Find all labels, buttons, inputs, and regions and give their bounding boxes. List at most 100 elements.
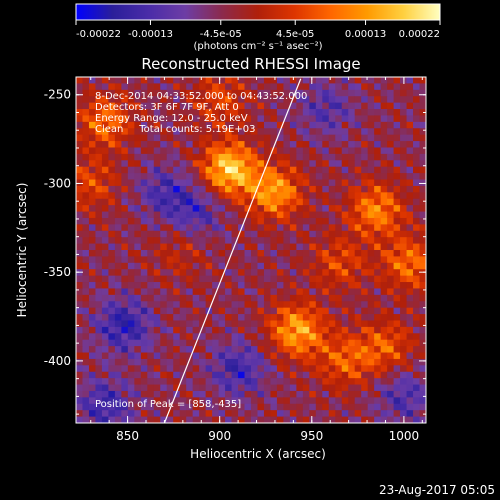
heatmap-cell [348, 121, 356, 129]
heatmap-cell [257, 173, 265, 181]
heatmap-cell [76, 77, 83, 84]
heatmap-cell [121, 326, 129, 334]
heatmap-cell [186, 185, 194, 193]
heatmap-cell [251, 141, 258, 148]
heatmap-cell [134, 384, 142, 392]
heatmap-cell [283, 250, 291, 257]
heatmap-cell [393, 365, 401, 373]
heatmap-cell [212, 410, 220, 418]
heatmap-cell [341, 390, 349, 398]
heatmap-cell [328, 160, 336, 168]
heatmap-cell [289, 390, 297, 398]
heatmap-cell [186, 237, 194, 245]
heatmap-cell [257, 410, 265, 418]
heatmap-cell [263, 115, 271, 123]
heatmap-cell [367, 403, 375, 411]
heatmap-cell [134, 109, 142, 116]
heatmap-cell [199, 141, 207, 148]
heatmap-cell [231, 217, 239, 225]
heatmap-cell [121, 96, 129, 104]
heatmap-cell [419, 410, 426, 418]
heatmap-cell [251, 397, 258, 405]
heatmap-cell [82, 89, 90, 97]
heatmap-cell [199, 397, 207, 405]
heatmap-cell [88, 416, 96, 423]
heatmap-cell [179, 352, 187, 360]
heatmap-cell [179, 185, 187, 193]
heatmap-cell [406, 282, 414, 289]
heatmap-cell [95, 77, 103, 84]
heatmap-cell [244, 237, 252, 245]
heatmap-cell [140, 89, 148, 97]
heatmap-cell [302, 410, 310, 418]
heatmap-cell [140, 102, 148, 110]
heatmap-cell [153, 96, 161, 104]
heatmap-cell [192, 160, 200, 168]
heatmap-cell [186, 320, 194, 328]
heatmap-cell [76, 211, 83, 219]
heatmap-cell [348, 192, 356, 200]
heatmap-cell [212, 314, 220, 321]
heatmap-cell [400, 365, 408, 373]
heatmap-cell [238, 185, 246, 193]
heatmap-cell [413, 77, 421, 84]
heatmap-cell [257, 326, 265, 334]
heatmap-cell [309, 346, 317, 354]
heatmap-cell [127, 102, 135, 110]
heatmap-cell [134, 77, 142, 84]
heatmap-cell [231, 390, 239, 398]
heatmap-cell [289, 378, 297, 386]
heatmap-cell [231, 83, 239, 91]
heatmap-cell [147, 314, 155, 321]
heatmap-cell [348, 198, 356, 206]
heatmap-cell [212, 333, 220, 341]
heatmap-cell [283, 301, 291, 309]
heatmap-cell [309, 173, 317, 181]
heatmap-cell [160, 211, 168, 219]
heatmap-cell [173, 109, 181, 116]
heatmap-cell [309, 416, 317, 423]
heatmap-cell [88, 282, 96, 289]
heatmap-cell [186, 339, 194, 347]
heatmap-cell [283, 243, 291, 251]
heatmap-cell [179, 160, 187, 168]
heatmap-cell [179, 288, 187, 296]
heatmap-cell [212, 160, 220, 168]
heatmap-cell [328, 269, 336, 277]
heatmap-cell [231, 314, 239, 321]
heatmap-cell [147, 147, 155, 155]
heatmap-cell [114, 153, 122, 161]
heatmap-cell [374, 89, 382, 97]
heatmap-cell [335, 205, 343, 213]
heatmap-cell [82, 256, 90, 264]
heatmap-cell [367, 294, 375, 302]
heatmap-cell [309, 256, 317, 264]
heatmap-cell [95, 403, 103, 411]
heatmap-cell [147, 121, 155, 129]
heatmap-cell [166, 397, 174, 405]
heatmap-cell [296, 333, 304, 341]
heatmap-cell [335, 333, 343, 341]
heatmap-cell [121, 269, 129, 277]
heatmap-cell [160, 141, 168, 148]
heatmap-cell [95, 173, 103, 181]
heatmap-cell [354, 358, 362, 366]
heatmap-cell [302, 282, 310, 289]
heatmap-cell [393, 128, 401, 136]
heatmap-cell [328, 346, 336, 354]
heatmap-cell [199, 269, 207, 277]
heatmap-cell [400, 384, 408, 392]
heatmap-cell [238, 339, 246, 347]
heatmap-cell [406, 262, 414, 270]
heatmap-cell [205, 384, 213, 392]
heatmap-cell [238, 365, 246, 373]
heatmap-cell [406, 275, 414, 283]
heatmap-cell [82, 384, 90, 392]
heatmap-cell [127, 128, 135, 136]
heatmap-cell [296, 282, 304, 289]
heatmap-cell [302, 390, 310, 398]
heatmap-cell [309, 109, 317, 116]
heatmap-cell [387, 365, 395, 373]
heatmap-cell [276, 384, 284, 392]
heatmap-cell [88, 77, 96, 84]
